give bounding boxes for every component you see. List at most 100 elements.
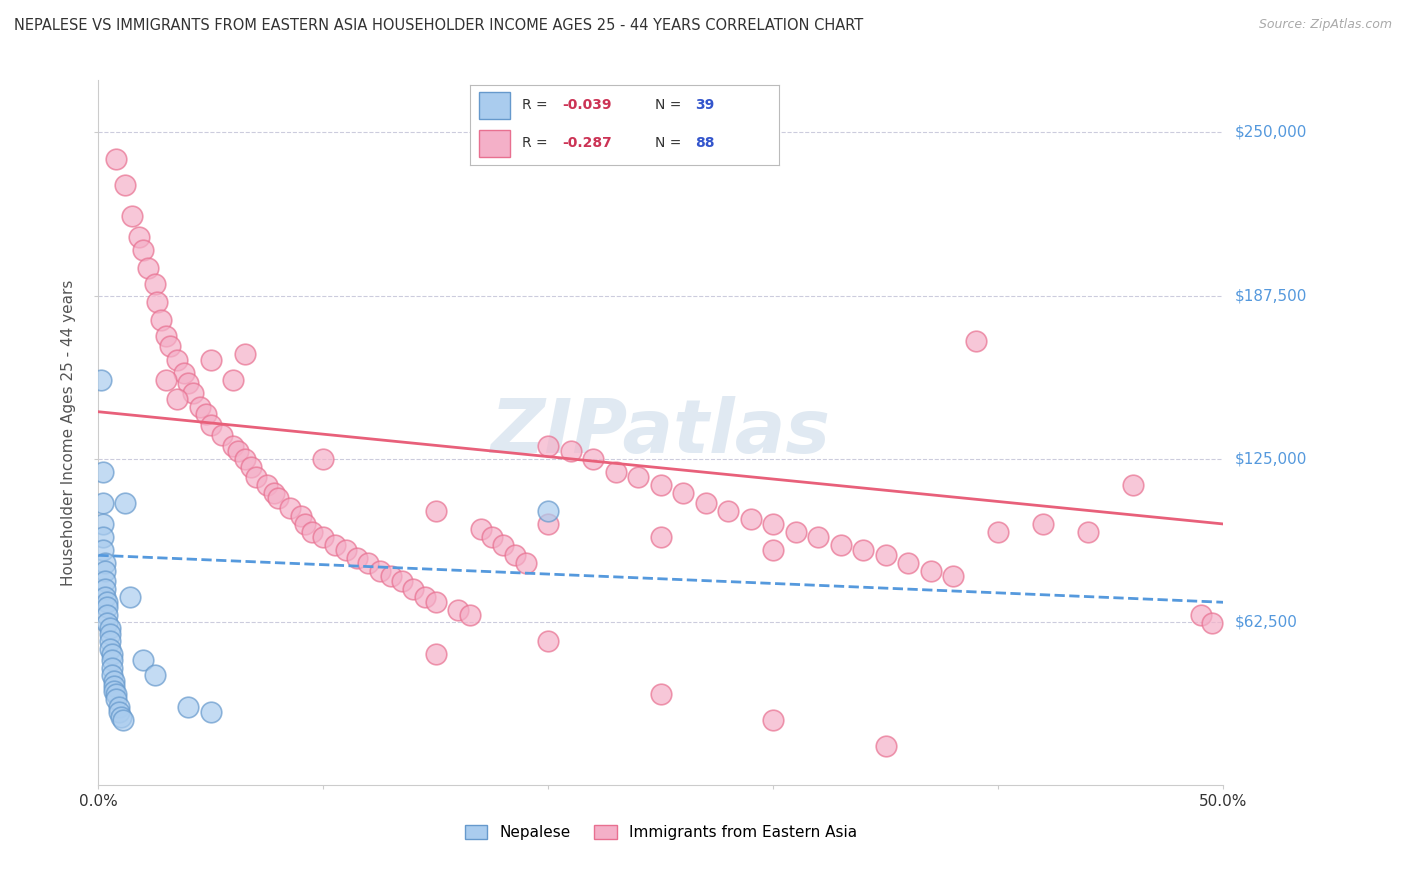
Point [762,516,785,531]
Point [166,392,188,406]
Point [98,621,121,635]
Point [91,496,114,510]
Point [103,673,125,688]
Point [627,470,650,484]
Point [267,491,290,505]
Point [492,538,515,552]
Point [346,550,368,565]
Point [98,634,121,648]
Point [105,691,128,706]
Point [807,530,830,544]
Point [211,428,233,442]
Text: R =: R = [522,136,553,150]
Point [458,608,481,623]
Point [143,277,166,291]
Point [166,352,188,367]
Legend: Nepalese, Immigrants from Eastern Asia: Nepalese, Immigrants from Eastern Asia [457,817,865,847]
Point [94,564,117,578]
Point [96,595,118,609]
Point [96,616,118,631]
Point [537,504,560,518]
Point [278,501,301,516]
Text: $187,500: $187,500 [1234,288,1306,303]
Point [503,549,526,563]
Point [762,713,785,727]
Point [233,347,256,361]
Point [222,439,245,453]
Point [107,705,129,719]
Point [301,524,323,539]
Point [312,530,335,544]
Point [105,687,128,701]
Point [380,569,402,583]
Point [155,329,177,343]
Text: -0.287: -0.287 [562,136,612,150]
Point [413,590,436,604]
Point [762,543,785,558]
Point [875,549,897,563]
Point [240,459,263,474]
Point [785,524,807,539]
Text: 88: 88 [696,136,714,150]
Point [91,465,114,479]
Point [114,496,136,510]
Point [101,648,124,662]
Point [105,152,128,166]
Point [233,451,256,466]
Point [128,230,150,244]
Point [391,574,413,589]
Point [143,668,166,682]
Point [98,626,121,640]
Point [605,465,627,479]
Point [222,373,245,387]
Text: -0.039: -0.039 [562,98,612,112]
Point [1201,616,1223,631]
Point [101,660,124,674]
Point [132,653,155,667]
Text: NEPALESE VS IMMIGRANTS FROM EASTERN ASIA HOUSEHOLDER INCOME AGES 25 - 44 YEARS C: NEPALESE VS IMMIGRANTS FROM EASTERN ASIA… [14,18,863,33]
Point [94,556,117,570]
Point [107,699,129,714]
Point [920,564,942,578]
Point [290,509,312,524]
Point [195,408,218,422]
Point [560,443,582,458]
Text: N =: N = [655,98,686,112]
Point [695,496,717,510]
Point [101,668,124,682]
Point [323,538,346,552]
Point [425,595,447,609]
Text: 39: 39 [696,98,714,112]
Point [90,373,112,387]
Point [146,295,169,310]
Point [94,574,117,589]
Point [121,209,143,223]
Point [312,451,335,466]
Y-axis label: Householder Income Ages 25 - 44 years: Householder Income Ages 25 - 44 years [60,279,76,586]
Point [94,590,117,604]
Text: $125,000: $125,000 [1234,451,1306,467]
Point [537,516,560,531]
Point [136,261,159,276]
Point [537,439,560,453]
Text: Source: ZipAtlas.com: Source: ZipAtlas.com [1258,18,1392,31]
Point [150,313,173,327]
Point [91,530,114,544]
Point [1032,516,1054,531]
Point [537,634,560,648]
FancyBboxPatch shape [479,129,510,157]
Point [481,530,503,544]
Point [357,556,380,570]
Text: ZIPatlas: ZIPatlas [491,396,831,469]
Point [650,687,672,701]
Point [155,373,177,387]
Point [263,485,285,500]
Point [177,699,200,714]
Point [1189,608,1212,623]
Point [181,386,204,401]
Text: $62,500: $62,500 [1234,615,1298,630]
Point [368,564,391,578]
Point [1122,478,1144,492]
Point [256,478,278,492]
Point [118,590,141,604]
